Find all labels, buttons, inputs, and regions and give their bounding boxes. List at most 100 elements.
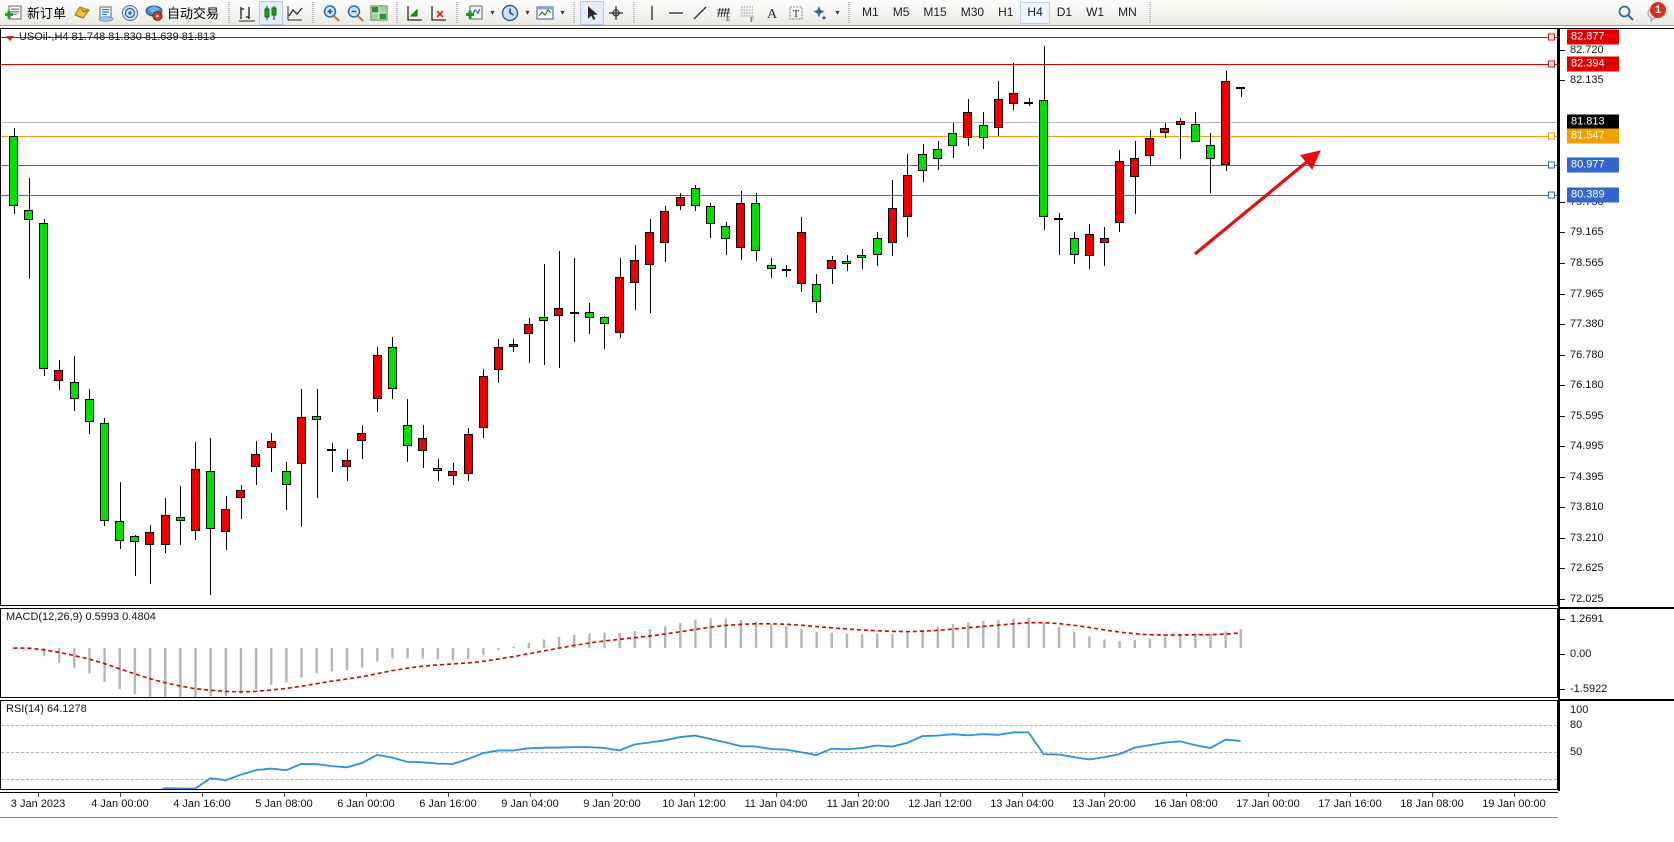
support-line-1[interactable] [1, 165, 1557, 166]
price-tick-mark [1560, 232, 1565, 233]
navigator-icon[interactable] [118, 1, 142, 25]
candle-bearish [736, 202, 746, 248]
price-axis[interactable]: 82.72082.13579.75079.16578.56577.96577.3… [1558, 28, 1674, 608]
symbol-dropdown-icon[interactable] [6, 36, 14, 41]
price-tick-mark [1560, 416, 1565, 417]
crosshair-icon[interactable] [604, 1, 628, 25]
macd-histogram-bar [1027, 617, 1030, 649]
vertical-line-icon[interactable] [640, 1, 664, 25]
templates-icon[interactable] [533, 1, 557, 25]
toolbar-separator [396, 1, 399, 24]
candle-bearish [887, 207, 897, 243]
rsi-label: RSI(14) 64.1278 [6, 703, 87, 715]
timeframe-m5[interactable]: M5 [892, 5, 910, 19]
time-tick-mark [1514, 793, 1515, 797]
bullish-trend-arrow[interactable] [1, 29, 1557, 605]
period-icon[interactable] [498, 1, 522, 25]
resistance-handle-1[interactable] [1548, 60, 1555, 68]
macd-histogram-bar [406, 648, 409, 659]
search-icon[interactable] [1614, 1, 1638, 25]
chevron-down-icon[interactable]: ▾ [560, 8, 565, 17]
line-chart-icon[interactable] [283, 1, 307, 25]
resistance-line-1[interactable] [1, 64, 1557, 65]
candle-bearish [221, 508, 231, 533]
macd-histogram-bar [133, 648, 137, 695]
text-icon[interactable]: A [760, 1, 784, 25]
price-pane[interactable]: USOil-,H4 81.748 81.830 81.639 81.813 [0, 28, 1558, 606]
auto-scroll-icon[interactable] [403, 1, 427, 25]
rsi-tick-label: 50 [1570, 746, 1583, 758]
chart-shift-icon[interactable] [427, 1, 451, 25]
chevron-down-icon[interactable]: ▾ [525, 8, 530, 17]
autotrading-icon[interactable] [142, 1, 166, 25]
fibonacci-icon[interactable]: F [736, 1, 760, 25]
candle-bullish [539, 317, 549, 321]
entry-price-line[interactable] [1, 136, 1557, 137]
chevron-down-icon[interactable]: ▾ [835, 8, 840, 17]
candle-wick [316, 388, 318, 499]
shapes-icon[interactable] [808, 1, 832, 25]
macd-histogram-bar [936, 626, 940, 649]
rsi-axis[interactable]: 100 80 50 [1558, 700, 1674, 791]
entry-price-tag[interactable]: 81.547 [1567, 128, 1619, 144]
entry-price-handle[interactable] [1548, 132, 1555, 140]
alerts-icon[interactable]: 1 [1644, 1, 1668, 25]
macd-histogram-bar [1163, 636, 1167, 649]
resistance-line-2[interactable] [1, 37, 1557, 38]
bar-chart-icon[interactable] [235, 1, 259, 25]
horizontal-line-icon[interactable] [664, 1, 688, 25]
chevron-down-icon[interactable]: ▾ [490, 8, 495, 17]
macd-histogram-bar [694, 619, 697, 649]
resistance-2-tag[interactable]: 82.877 [1567, 29, 1619, 45]
timeframe-h4[interactable]: H4 [1020, 1, 1050, 24]
timeframe-mn[interactable]: MN [1118, 5, 1137, 19]
candle-wick [1195, 112, 1197, 136]
timeframe-m15[interactable]: M15 [923, 5, 947, 19]
timeframe-d1[interactable]: D1 [1056, 5, 1073, 19]
timeframe-w1[interactable]: W1 [1086, 5, 1105, 19]
market-watch-icon[interactable] [94, 1, 118, 25]
macd-histogram-bar [239, 648, 243, 694]
support-handle-1[interactable] [1548, 161, 1555, 169]
resistance-1-tag[interactable]: 82.394 [1567, 56, 1619, 72]
time-tick-mark [694, 793, 695, 797]
resistance-handle-2[interactable] [1548, 33, 1555, 41]
trendline-icon[interactable] [688, 1, 712, 25]
toolbar-separator [228, 1, 231, 24]
price-tick-label: 75.595 [1570, 410, 1604, 422]
support-2-tag[interactable]: 80.389 [1567, 187, 1619, 203]
candle-bearish [660, 211, 670, 243]
new-order-label[interactable]: 新订单 [27, 6, 67, 21]
candle-bearish [493, 346, 503, 371]
timeframe-m1[interactable]: M1 [862, 5, 879, 19]
time-tick-mark [858, 793, 859, 797]
rsi-pane[interactable]: RSI(14) 64.1278 [0, 700, 1558, 790]
macd-pane[interactable]: MACD(12,26,9) 0.5993 0.4804 [0, 608, 1558, 698]
support-1-tag[interactable]: 80.977 [1567, 157, 1619, 173]
text-label-icon[interactable]: T [784, 1, 808, 25]
new-order-icon[interactable] [2, 1, 26, 25]
support-handle-2[interactable] [1548, 191, 1555, 199]
support-line-2[interactable] [1, 195, 1557, 196]
tile-windows-icon[interactable] [367, 1, 391, 25]
zoom-out-icon[interactable] [343, 1, 367, 25]
macd-axis[interactable]: 1.2691 0.00 -1.5922 [1558, 608, 1674, 700]
time-axis[interactable]: 3 Jan 2023 4 Jan 00:00 4 Jan 16:00 5 Jan 08… [0, 792, 1558, 818]
candle-bullish [39, 223, 49, 370]
macd-histogram-bar [467, 648, 470, 659]
candle-bearish [902, 174, 912, 217]
elliott-icon[interactable]: E [712, 1, 736, 25]
autotrading-label[interactable]: 自动交易 [167, 6, 220, 21]
macd-histogram-bar [633, 631, 637, 649]
timeframe-m30[interactable]: M30 [960, 5, 985, 19]
candlestick-chart-icon[interactable] [259, 0, 284, 25]
profile-icon[interactable] [70, 1, 94, 25]
last-price-tag[interactable]: 81.813 [1567, 114, 1619, 130]
cursor-icon[interactable] [580, 0, 605, 25]
timeframe-h1[interactable]: H1 [998, 5, 1014, 19]
chart-area[interactable]: USOil-,H4 81.748 81.830 81.639 81.813 [0, 26, 1674, 842]
candle-bullish [1069, 237, 1079, 255]
zoom-in-icon[interactable] [319, 1, 343, 25]
indicators-icon[interactable] [463, 1, 487, 25]
candle-bullish [584, 312, 594, 319]
